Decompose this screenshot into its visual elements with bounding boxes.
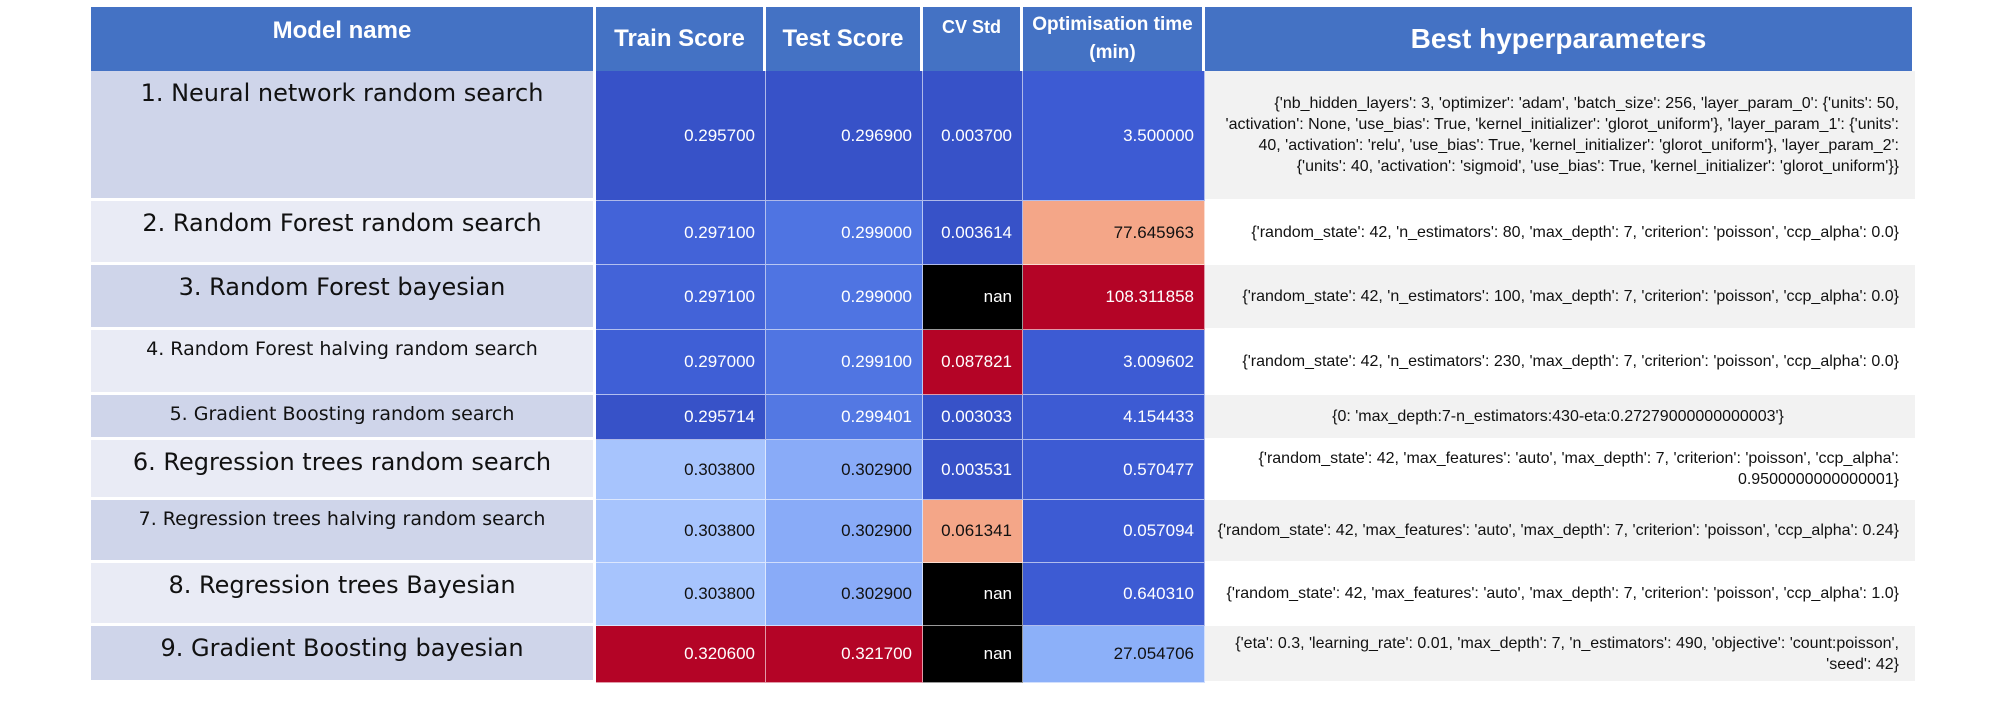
- time-value-cell: 4.154433: [1023, 395, 1205, 440]
- train-value-cell: 0.320600: [596, 626, 766, 683]
- train-value-cell: 0.295714: [596, 395, 766, 440]
- time-value-cell: 0.057094: [1023, 500, 1205, 563]
- hyperparameters-cell: {'random_state': 42, 'max_features': 'au…: [1205, 500, 1915, 563]
- test-value-cell: 0.302900: [766, 500, 923, 563]
- model-name-cell: 7. Regression trees halving random searc…: [91, 500, 596, 563]
- cv-value-cell: nan: [923, 626, 1023, 683]
- cv-value-cell: nan: [923, 563, 1023, 626]
- hyperparameters-cell: {0: 'max_depth:7-n_estimators:430-eta:0.…: [1205, 395, 1915, 440]
- model-name-cell: 5. Gradient Boosting random search: [91, 395, 596, 440]
- header-cv-std: CV Std: [923, 7, 1023, 71]
- test-value-cell: 0.299100: [766, 330, 923, 395]
- test-value-cell: 0.299000: [766, 265, 923, 330]
- hyperparameters-cell: {'random_state': 42, 'n_estimators': 80,…: [1205, 201, 1915, 265]
- train-value-cell: 0.295700: [596, 71, 766, 201]
- hyperparameters-cell: {'nb_hidden_layers': 3, 'optimizer': 'ad…: [1205, 71, 1915, 201]
- cv-value-cell: 0.003033: [923, 395, 1023, 440]
- time-value-cell: 77.645963: [1023, 201, 1205, 265]
- cv-value-cell: 0.003700: [923, 71, 1023, 201]
- train-value-cell: 0.303800: [596, 440, 766, 500]
- hyperparameters-cell: {'random_state': 42, 'n_estimators': 230…: [1205, 330, 1915, 395]
- time-value-cell: 0.570477: [1023, 440, 1205, 500]
- model-name-cell: 1. Neural network random search: [91, 71, 596, 201]
- header-best-hyperparameters: Best hyperparameters: [1205, 7, 1915, 71]
- time-value-cell: 27.054706: [1023, 626, 1205, 683]
- time-value-cell: 3.009602: [1023, 330, 1205, 395]
- header-optimisation-time: Optimisation time (min): [1023, 7, 1205, 71]
- train-value-cell: 0.297000: [596, 330, 766, 395]
- test-value-cell: 0.302900: [766, 563, 923, 626]
- cv-value-cell: 0.003614: [923, 201, 1023, 265]
- test-value-cell: 0.321700: [766, 626, 923, 683]
- results-table: Model name Train Score Test Score CV Std…: [91, 7, 1915, 683]
- hyperparameters-cell: {'random_state': 42, 'max_features': 'au…: [1205, 440, 1915, 500]
- model-name-cell: 2. Random Forest random search: [91, 201, 596, 265]
- header-test-score: Test Score: [766, 7, 923, 71]
- model-name-cell: 9. Gradient Boosting bayesian: [91, 626, 596, 683]
- test-value-cell: 0.302900: [766, 440, 923, 500]
- train-value-cell: 0.297100: [596, 201, 766, 265]
- time-value-cell: 3.500000: [1023, 71, 1205, 201]
- train-value-cell: 0.297100: [596, 265, 766, 330]
- hyperparameters-cell: {'eta': 0.3, 'learning_rate': 0.01, 'max…: [1205, 626, 1915, 683]
- header-model-name: Model name: [91, 7, 596, 71]
- model-name-cell: 8. Regression trees Bayesian: [91, 563, 596, 626]
- hyperparameters-cell: {'random_state': 42, 'max_features': 'au…: [1205, 563, 1915, 626]
- time-value-cell: 108.311858: [1023, 265, 1205, 330]
- cv-value-cell: nan: [923, 265, 1023, 330]
- cv-value-cell: 0.003531: [923, 440, 1023, 500]
- header-train-score: Train Score: [596, 7, 766, 71]
- cv-value-cell: 0.087821: [923, 330, 1023, 395]
- cv-value-cell: 0.061341: [923, 500, 1023, 563]
- model-name-cell: 3. Random Forest bayesian: [91, 265, 596, 330]
- train-value-cell: 0.303800: [596, 563, 766, 626]
- test-value-cell: 0.296900: [766, 71, 923, 201]
- hyperparameters-cell: {'random_state': 42, 'n_estimators': 100…: [1205, 265, 1915, 330]
- model-name-cell: 6. Regression trees random search: [91, 440, 596, 500]
- model-name-cell: 4. Random Forest halving random search: [91, 330, 596, 395]
- time-value-cell: 0.640310: [1023, 563, 1205, 626]
- test-value-cell: 0.299000: [766, 201, 923, 265]
- train-value-cell: 0.303800: [596, 500, 766, 563]
- test-value-cell: 0.299401: [766, 395, 923, 440]
